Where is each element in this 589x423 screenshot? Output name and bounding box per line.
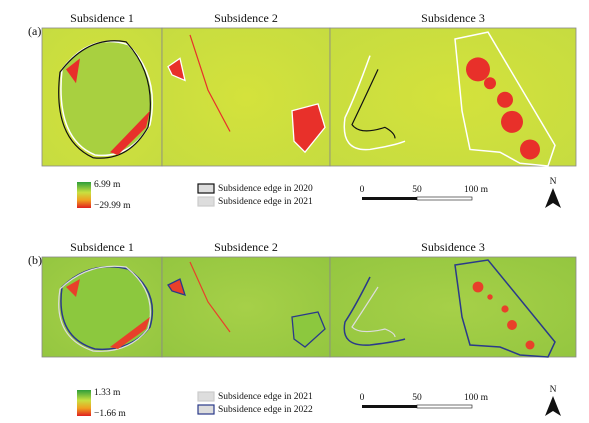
collapse-zone xyxy=(466,57,490,82)
legend-swatch xyxy=(197,404,215,415)
colorbar-min: −29.99 m xyxy=(94,201,131,211)
edge-line xyxy=(454,259,556,358)
edge-line xyxy=(167,278,186,296)
collapse-zone xyxy=(110,317,150,349)
scale-label: 100 m xyxy=(464,393,489,403)
legend-label: Subsidence edge in 2022 xyxy=(218,405,313,415)
edge-line xyxy=(167,57,186,82)
scale-label: 100 m xyxy=(464,185,489,195)
colorbar-min: −1.66 m xyxy=(94,409,126,419)
collapse-zone xyxy=(525,340,535,350)
collapse-zone xyxy=(66,279,80,297)
collapse-zone xyxy=(497,91,513,108)
collapse-zone xyxy=(507,320,517,330)
colorbar-max: 1.33 m xyxy=(94,388,121,398)
collapse-zone xyxy=(520,139,540,160)
legend-label: Subsidence edge in 2020 xyxy=(218,184,313,194)
edge-line xyxy=(291,311,326,348)
panel-title: Subsidence 3 xyxy=(421,240,485,254)
crack xyxy=(189,261,231,333)
scale-bar xyxy=(416,196,473,201)
colorbar-max: 6.99 m xyxy=(94,180,121,190)
edge-line xyxy=(351,69,396,139)
edge-line xyxy=(454,31,556,167)
north-label: N xyxy=(550,177,557,187)
panel-label: (b) xyxy=(28,253,42,267)
scale-label: 0 xyxy=(360,185,365,195)
legend-label: Subsidence edge in 2021 xyxy=(218,392,313,402)
collapse-zone xyxy=(472,281,484,293)
legend-swatch xyxy=(197,196,215,207)
north-label: N xyxy=(550,385,557,395)
collapse-zone xyxy=(501,305,509,313)
legend-swatch xyxy=(197,183,215,194)
scale-bar xyxy=(362,197,417,200)
collapse-zone xyxy=(487,294,493,300)
scale-label: 50 xyxy=(412,185,422,195)
crack xyxy=(189,34,231,132)
edge-line xyxy=(291,103,326,154)
panel-title: Subsidence 1 xyxy=(70,240,134,254)
north-arrow xyxy=(545,188,561,208)
edge-line xyxy=(343,55,406,151)
panel-label: (a) xyxy=(28,24,41,38)
legend-swatch xyxy=(197,391,215,402)
scale-bar xyxy=(362,405,417,408)
colorbar xyxy=(77,390,91,416)
collapse-zone xyxy=(484,77,496,90)
edge-line xyxy=(58,265,151,352)
panel-title: Subsidence 3 xyxy=(421,11,485,25)
panel-title: Subsidence 1 xyxy=(70,11,134,25)
map-image xyxy=(329,256,577,358)
scale-label: 50 xyxy=(412,393,422,403)
north-arrow xyxy=(545,396,561,416)
scale-bar xyxy=(416,404,473,409)
edge-line xyxy=(351,286,396,338)
scale-label: 0 xyxy=(360,393,365,403)
panel-title: Subsidence 2 xyxy=(214,11,278,25)
edge-line xyxy=(58,40,151,159)
collapse-zone xyxy=(501,110,523,133)
collapse-zone xyxy=(110,110,150,155)
panel-title: Subsidence 2 xyxy=(214,240,278,254)
collapse-zone xyxy=(66,58,80,84)
colorbar xyxy=(77,182,91,208)
legend-label: Subsidence edge in 2021 xyxy=(218,197,313,207)
edge-line xyxy=(343,276,406,346)
